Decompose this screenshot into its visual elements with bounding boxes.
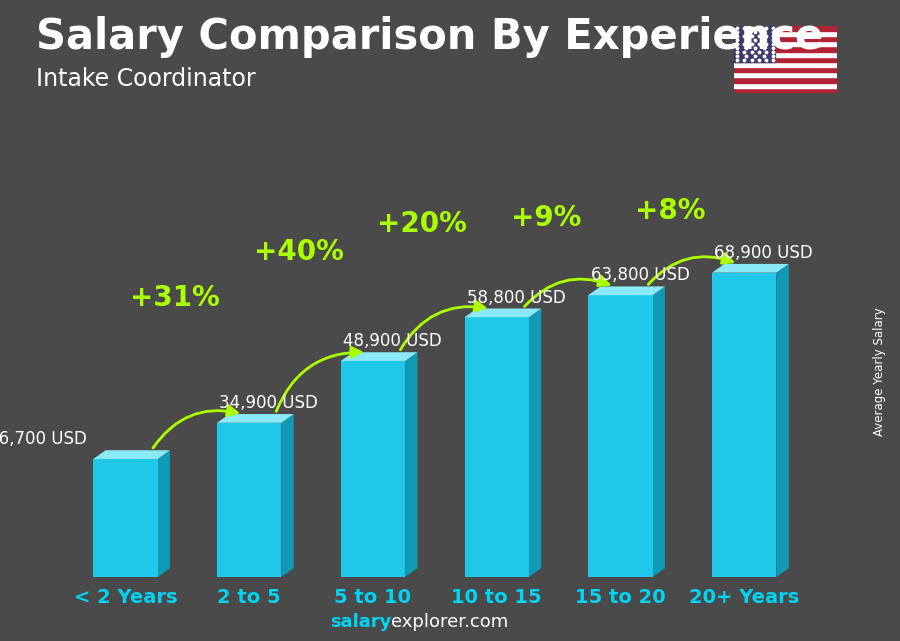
- Polygon shape: [712, 272, 777, 577]
- Bar: [734, 31, 837, 36]
- Bar: [734, 78, 837, 83]
- Polygon shape: [712, 264, 788, 272]
- Polygon shape: [282, 414, 293, 577]
- Text: +8%: +8%: [634, 197, 706, 225]
- Text: +31%: +31%: [130, 283, 220, 312]
- Bar: [734, 62, 837, 67]
- FancyArrowPatch shape: [648, 254, 733, 285]
- Polygon shape: [405, 352, 418, 577]
- Bar: [734, 88, 837, 93]
- Polygon shape: [217, 423, 282, 577]
- Bar: [734, 26, 775, 62]
- Text: salary: salary: [330, 613, 392, 631]
- Polygon shape: [464, 308, 541, 317]
- Bar: [734, 41, 837, 46]
- Text: Average Yearly Salary: Average Yearly Salary: [874, 308, 886, 436]
- Bar: [734, 83, 837, 88]
- Polygon shape: [589, 287, 665, 295]
- Polygon shape: [94, 459, 158, 577]
- Polygon shape: [589, 295, 652, 577]
- Bar: [734, 72, 837, 78]
- FancyArrowPatch shape: [525, 276, 608, 306]
- Bar: [734, 67, 837, 72]
- Text: 63,800 USD: 63,800 USD: [590, 267, 689, 285]
- Bar: [734, 51, 837, 56]
- Text: Intake Coordinator: Intake Coordinator: [36, 67, 256, 91]
- Polygon shape: [341, 352, 418, 361]
- Polygon shape: [158, 450, 170, 577]
- Text: 68,900 USD: 68,900 USD: [715, 244, 814, 262]
- Polygon shape: [217, 414, 293, 423]
- Bar: [734, 56, 837, 62]
- Text: Salary Comparison By Experience: Salary Comparison By Experience: [36, 16, 824, 58]
- FancyArrowPatch shape: [276, 347, 361, 412]
- Text: +20%: +20%: [377, 210, 467, 238]
- Text: 34,900 USD: 34,900 USD: [220, 394, 319, 412]
- Bar: [734, 26, 837, 31]
- Polygon shape: [529, 308, 541, 577]
- Bar: [734, 36, 837, 41]
- Text: +40%: +40%: [254, 238, 344, 265]
- Polygon shape: [341, 361, 405, 577]
- Polygon shape: [464, 317, 529, 577]
- Polygon shape: [94, 450, 170, 459]
- Text: 58,800 USD: 58,800 USD: [467, 288, 566, 306]
- Text: 26,700 USD: 26,700 USD: [0, 430, 87, 448]
- Bar: [734, 46, 837, 51]
- Text: explorer.com: explorer.com: [392, 613, 508, 631]
- FancyArrowPatch shape: [153, 406, 238, 448]
- Polygon shape: [652, 287, 665, 577]
- Text: +9%: +9%: [511, 204, 581, 231]
- Text: 48,900 USD: 48,900 USD: [343, 332, 442, 350]
- FancyArrowPatch shape: [400, 301, 485, 350]
- Polygon shape: [777, 264, 788, 577]
